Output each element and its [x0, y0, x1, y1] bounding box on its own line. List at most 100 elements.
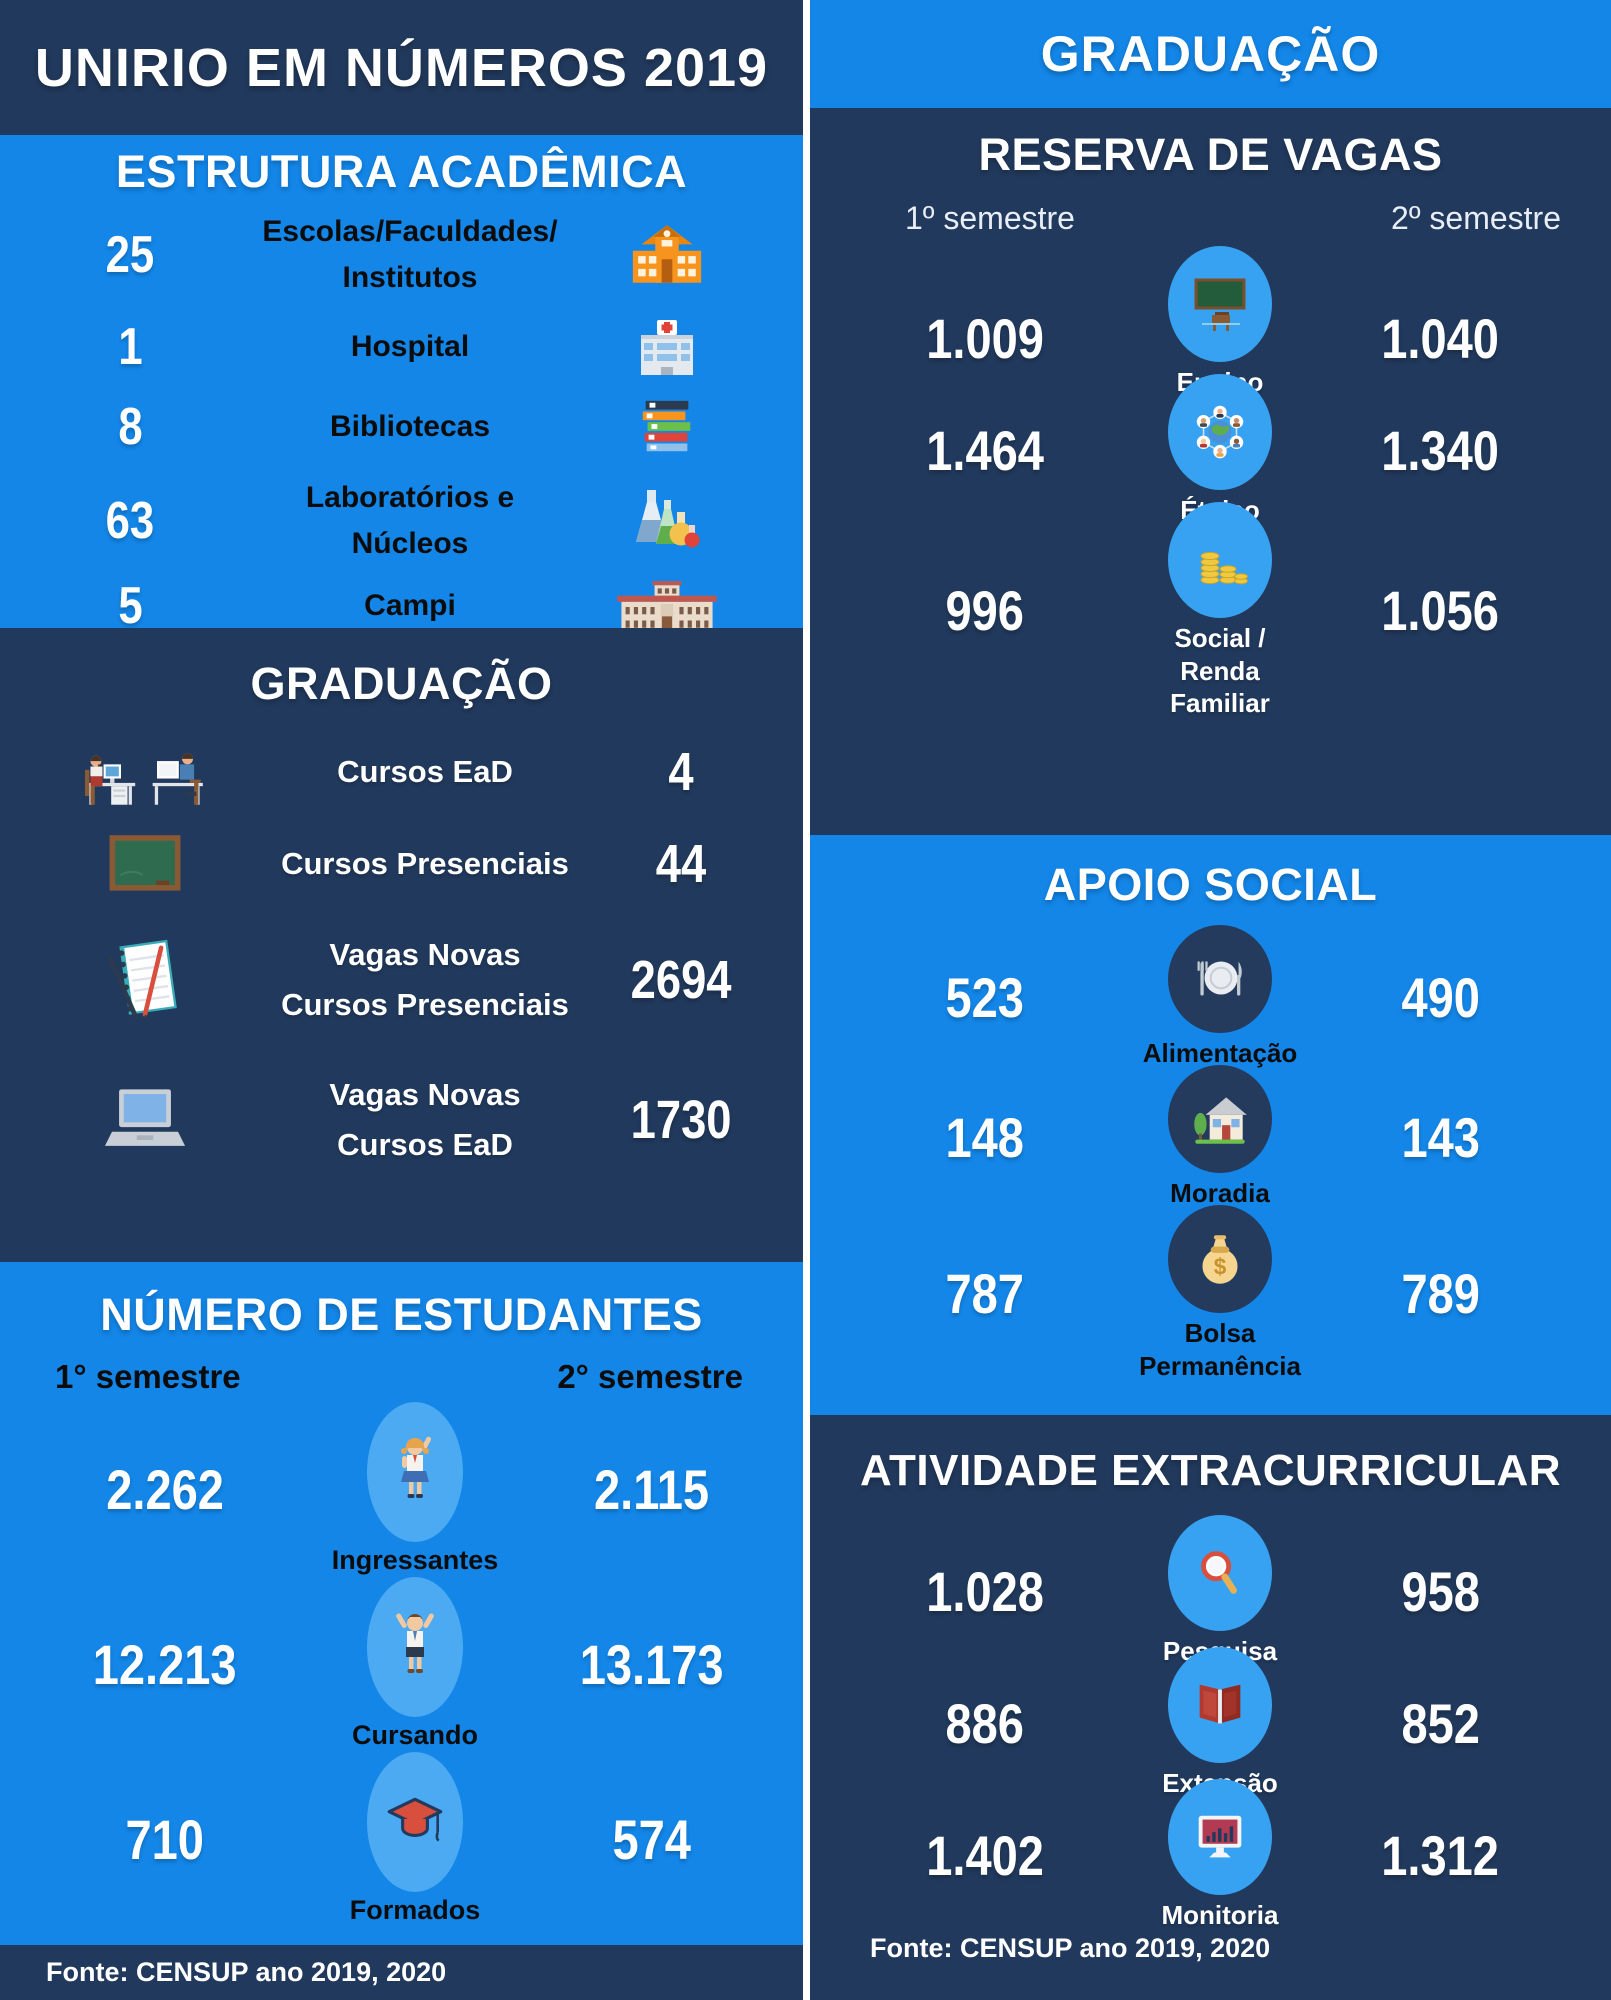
bolsa-sem1-value: 787 — [945, 1262, 1025, 1325]
escolas-value: 25 — [105, 226, 155, 284]
right-source-text: Fonte: CENSUP ano 2019, 2020 — [870, 1933, 1271, 1963]
campi-value: 5 — [117, 577, 143, 635]
column-divider — [803, 0, 810, 2000]
graduacao-row-ead: Cursos EaD 4 — [30, 726, 773, 818]
graduation-cap-icon — [367, 1752, 463, 1892]
notebook-icon — [30, 934, 260, 1026]
graduacao-rows: Cursos EaD 4 Cursos Presenciais 44 — [0, 712, 803, 1262]
estudantes-sem1-label: 1° semestre — [55, 1358, 241, 1395]
campus-icon — [590, 577, 743, 635]
right-column: GRADUAÇÃO RESERVA DE VAGAS 1º semestre 2… — [810, 0, 1611, 2000]
estrutura-row-campi: 5 Campi — [30, 575, 743, 637]
section-estrutura-academica: ESTRUTURA ACADÊMICA 25 Escolas/Faculdade… — [0, 135, 803, 635]
row-monitoria: 1.402 — [810, 1779, 1611, 1930]
vagas-presenciais-value: 2694 — [631, 950, 732, 1010]
atividade-rows: 1.028 Pesquisa 958 8 — [810, 1497, 1611, 1930]
cursando-sem1-value: 12.213 — [93, 1633, 237, 1697]
monitoria-sem2-value: 1.312 — [1381, 1823, 1500, 1887]
apoio-rows: 523 Alimentação — [810, 909, 1611, 1381]
books-icon — [590, 397, 743, 457]
etnico-sem1-value: 1.464 — [926, 418, 1044, 482]
open-book-icon — [1168, 1647, 1272, 1763]
school-icon — [590, 223, 743, 287]
formados-sem2-value: 574 — [612, 1808, 691, 1872]
cursos-ead-value: 4 — [668, 742, 695, 802]
student-boy-icon — [367, 1577, 463, 1717]
globe-people-icon — [1168, 374, 1272, 490]
reserva-rows: 1.009 Ensino Público — [810, 238, 1611, 718]
page-title: UNIRIO EM NÚMEROS 2019 — [34, 37, 769, 98]
graduacao-row-vagas-ead: Vagas Novas Cursos EaD 1730 — [30, 1050, 773, 1190]
hospital-icon — [590, 316, 743, 378]
extensao-sem1-value: 886 — [945, 1691, 1025, 1755]
chalkboard-icon — [30, 833, 260, 895]
bibliotecas-label: Bibliotecas — [329, 409, 491, 443]
reserva-sem2-label: 2º semestre — [1391, 199, 1561, 236]
alimentacao-label: Alimentação — [1142, 1038, 1298, 1068]
monitor-chart-icon — [1168, 1779, 1272, 1895]
row-social-renda: 996 — [810, 502, 1611, 718]
flasks-icon — [590, 488, 743, 554]
magnifier-icon — [1168, 1515, 1272, 1631]
social-renda-sem1-value: 996 — [945, 579, 1025, 643]
left-footer: Fonte: CENSUP ano 2019, 2020 — [0, 1945, 803, 2000]
cursando-sem2-value: 13.173 — [579, 1633, 724, 1697]
monitoria-label: Monitoria — [1161, 1900, 1279, 1930]
pesquisa-sem1-value: 1.028 — [926, 1559, 1044, 1623]
cursos-presenciais-label: Cursos Presenciais — [281, 846, 569, 882]
formados-sem1-value: 710 — [125, 1808, 205, 1872]
escolas-label: Escolas/Faculdades/ Institutos — [262, 214, 558, 295]
ingressantes-sem2-value: 2.115 — [593, 1458, 710, 1522]
svg-text:$: $ — [1214, 1253, 1227, 1279]
left-column: UNIRIO EM NÚMEROS 2019 ESTRUTURA ACADÊMI… — [0, 0, 803, 2000]
social-renda-label: Social / Renda Familiar — [1170, 623, 1270, 718]
laptop-icon — [30, 1087, 260, 1153]
estrutura-title: ESTRUTURA ACADÊMICA — [115, 146, 688, 197]
graduacao-left-title: GRADUAÇÃO — [250, 658, 553, 709]
ensino-publico-sem1-value: 1.009 — [926, 307, 1044, 370]
row-formados: 710 Formados 574 — [0, 1752, 803, 1927]
left-source-text: Fonte: CENSUP ano 2019, 2020 — [46, 1957, 447, 1987]
row-cursando: 12.213 — [0, 1577, 803, 1752]
pesquisa-sem2-value: 958 — [1401, 1559, 1480, 1623]
campi-label: Campi — [364, 588, 456, 622]
right-header-title: GRADUAÇÃO — [1040, 26, 1381, 82]
alimentacao-sem1-value: 523 — [945, 965, 1025, 1029]
bibliotecas-value: 8 — [117, 398, 143, 456]
section-reserva-de-vagas: RESERVA DE VAGAS 1º semestre 2º semestre… — [810, 108, 1611, 835]
row-ensino-publico: 1.009 Ensino Público — [810, 246, 1611, 430]
moradia-sem2-value: 143 — [1401, 1105, 1480, 1169]
row-moradia: 148 — [810, 1065, 1611, 1208]
row-alimentacao: 523 Alimentação — [810, 925, 1611, 1068]
reserva-semester-row: 1º semestre 2º semestre — [810, 198, 1611, 238]
ingressantes-sem1-value: 2.262 — [106, 1458, 224, 1522]
section-atividade-extracurricular: ATIVIDADE EXTRACURRICULAR 1.028 Pesquisa — [810, 1415, 1611, 2000]
apoio-title: APOIO SOCIAL — [1043, 859, 1378, 910]
graduacao-row-vagas-presenciais: Vagas Novas Cursos Presenciais 2694 — [30, 910, 773, 1050]
cursos-ead-label: Cursos EaD — [337, 754, 513, 790]
estrutura-row-hospital: 1 Hospital — [30, 307, 743, 387]
reserva-title: RESERVA DE VAGAS — [978, 129, 1443, 180]
row-etnico: 1.464 — [810, 374, 1611, 525]
workstations-icon — [30, 737, 260, 807]
formados-label: Formados — [349, 1895, 481, 1925]
reserva-sem1-label: 1º semestre — [905, 199, 1075, 236]
estudantes-title: NÚMERO DE ESTUDANTES — [100, 1289, 703, 1340]
estudantes-rows: 2.262 — [0, 1398, 803, 1945]
social-renda-sem2-value: 1.056 — [1381, 579, 1500, 643]
coins-icon — [1168, 502, 1272, 618]
ingressantes-label: Ingressantes — [331, 1545, 499, 1575]
row-pesquisa: 1.028 Pesquisa 958 — [810, 1515, 1611, 1666]
right-footer: Fonte: CENSUP ano 2019, 2020 — [810, 1933, 1611, 2000]
vagas-ead-value: 1730 — [631, 1090, 732, 1150]
left-header: UNIRIO EM NÚMEROS 2019 — [0, 0, 803, 135]
cursos-presenciais-value: 44 — [656, 834, 707, 894]
monitoria-sem1-value: 1.402 — [926, 1823, 1044, 1887]
extensao-sem2-value: 852 — [1401, 1691, 1480, 1755]
bolsa-label: Bolsa Permanência — [1139, 1318, 1301, 1381]
estrutura-row-laboratorios: 63 Laboratórios e Núcleos — [30, 467, 743, 575]
hospital-value: 1 — [117, 318, 143, 376]
section-apoio-social: APOIO SOCIAL 523 — [810, 835, 1611, 1415]
plate-icon — [1168, 925, 1272, 1033]
